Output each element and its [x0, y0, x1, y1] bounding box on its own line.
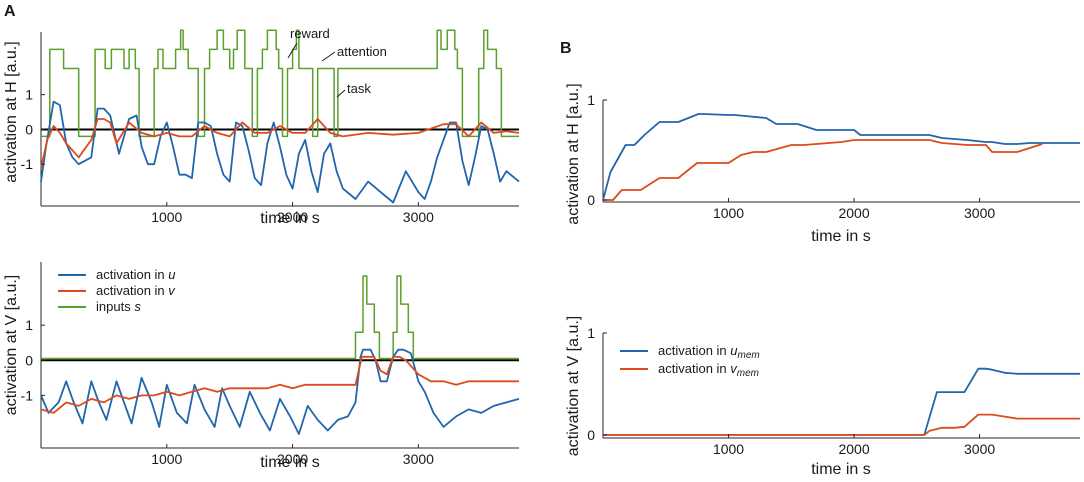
- chart-a-bottom-series-s: [41, 275, 519, 360]
- chart-b-bottom-xtick-label-2000: 2000: [838, 441, 869, 457]
- legend-b-sub-v: mem: [737, 368, 759, 379]
- panel-label-a: A: [4, 3, 16, 20]
- legend-a-label-s-prefix: inputs: [96, 299, 134, 314]
- legend-a-label-u: activation in u: [96, 267, 176, 282]
- chart-a-top-series-v: [40, 118, 520, 168]
- legend-b-label-v-text: activation in: [658, 361, 730, 376]
- chart-b-top-series-v: [603, 139, 1043, 201]
- legend-a-var-v: v: [168, 283, 176, 298]
- chart-b-bottom-series: [603, 367, 1080, 436]
- chart-b-bottom-ticks: 1000 2000 3000 1 0: [587, 325, 995, 457]
- chart-a-bottom-ytick-label-1: 1: [25, 317, 33, 333]
- annotation-attention: attention: [337, 44, 387, 59]
- chart-b-top: 1000 2000 3000 1 0 time in s activation at H…: [565, 83, 1080, 245]
- chart-a-top-axes: [40, 32, 519, 207]
- legend-b-label-u: activation in umem: [658, 343, 760, 361]
- legend-a-label-u-prefix: activation in: [96, 267, 168, 282]
- chart-b-top-axes: [602, 100, 1080, 203]
- chart-a-top-xtick-label-1000: 1000: [151, 209, 182, 225]
- chart-a-top-xlabel: time in s: [260, 210, 320, 227]
- chart-a-top-ticks: 1000 2000 3000 1 0 -1: [21, 87, 435, 225]
- chart-b-bottom-series-u: [603, 367, 1080, 436]
- chart-a-top-series-u: [40, 100, 520, 204]
- legend-a: activation in u activation in v inputs s: [58, 267, 176, 314]
- chart-a-bottom-ytick-label--1: -1: [21, 387, 34, 403]
- chart-b-bottom-xlabel: time in s: [811, 461, 871, 478]
- chart-a-bottom-ticks: 1000 2000 3000 1 0 -1: [21, 317, 435, 467]
- annotation-reward: reward: [290, 26, 330, 41]
- chart-b-top-ytick-label-0: 0: [587, 192, 595, 208]
- chart-a-top-series: [40, 29, 520, 204]
- legend-b-label-u-text: activation in: [658, 343, 730, 358]
- chart-a-top-ytick-label-1: 1: [25, 87, 33, 103]
- chart-a-bottom: 1000 2000 3000 1 0 -1 time in s activation at…: [3, 262, 520, 471]
- annotation-attention-leader: [321, 51, 336, 62]
- legend-a-var-s: s: [134, 299, 141, 314]
- chart-a-top-series-s: [41, 29, 519, 138]
- legend-b-label-v: activation in vmem: [658, 361, 759, 379]
- chart-a-bottom-series-u: [40, 348, 520, 435]
- chart-a-top-ytick-label--1: -1: [21, 156, 34, 172]
- chart-a-top-xtick-label-2000: 2000: [277, 209, 308, 225]
- chart-a-bottom-ytick-label-0: 0: [25, 352, 33, 368]
- legend-b: activation in umem activation in vmem: [620, 343, 760, 379]
- chart-a-top: 1000 2000 3000 1 0 -1 time in s activation at…: [3, 29, 520, 227]
- chart-b-bottom-ytick-label-1: 1: [587, 325, 595, 341]
- chart-a-bottom-xtick-label-1000: 1000: [151, 451, 182, 467]
- chart-b-bottom: 1000 2000 3000 1 0 time in s activation at V…: [565, 316, 1080, 478]
- annotations-a-top: reward attention task: [287, 26, 387, 98]
- legend-a-label-s: inputs s: [96, 299, 141, 314]
- chart-b-top-series-u: [602, 113, 1080, 201]
- legend-b-sub-u: mem: [738, 350, 760, 361]
- chart-b-bottom-ylabel: activation at V [a.u.]: [565, 316, 582, 457]
- annotation-reward-leader: [287, 42, 298, 59]
- chart-a-bottom-series-v: [40, 355, 519, 414]
- chart-a-top-xtick-label-3000: 3000: [403, 209, 434, 225]
- legend-b-var-u: u: [730, 343, 737, 358]
- legend-b-var-v: v: [730, 361, 738, 376]
- chart-b-top-ytick-label-1: 1: [587, 92, 595, 108]
- chart-a-bottom-xtick-label-2000: 2000: [277, 451, 308, 467]
- chart-a-bottom-axes: [40, 262, 519, 449]
- chart-b-bottom-series-v: [603, 413, 1080, 436]
- chart-b-bottom-axes: [602, 333, 1080, 439]
- chart-a-bottom-ylabel: activation at V [a.u.]: [3, 275, 20, 416]
- chart-a-top-ytick-label-0: 0: [25, 121, 33, 137]
- annotation-task: task: [347, 81, 371, 96]
- chart-b-top-series: [602, 113, 1080, 201]
- chart-b-top-xtick-label-2000: 2000: [838, 205, 869, 221]
- legend-a-label-v-prefix: activation in: [96, 283, 168, 298]
- chart-b-top-ylabel: activation at H [a.u.]: [565, 83, 582, 224]
- chart-b-top-ticks: 1000 2000 3000 1 0: [587, 92, 995, 221]
- chart-b-bottom-xtick-label-1000: 1000: [713, 441, 744, 457]
- legend-a-var-u: u: [168, 267, 175, 282]
- chart-b-top-xlabel: time in s: [811, 228, 871, 245]
- chart-b-bottom-ytick-label-0: 0: [587, 427, 595, 443]
- chart-a-top-ylabel: activation at H [a.u.]: [3, 41, 20, 182]
- chart-b-top-xtick-label-3000: 3000: [964, 205, 995, 221]
- annotation-task-leader: [336, 89, 346, 98]
- chart-a-bottom-xlabel: time in s: [260, 454, 320, 471]
- chart-a-bottom-series: [40, 275, 520, 435]
- legend-a-label-v: activation in v: [96, 283, 176, 298]
- chart-b-bottom-xtick-label-3000: 3000: [964, 441, 995, 457]
- chart-b-top-xtick-label-1000: 1000: [713, 205, 744, 221]
- chart-a-bottom-xtick-label-3000: 3000: [403, 451, 434, 467]
- panel-label-b: B: [560, 40, 572, 57]
